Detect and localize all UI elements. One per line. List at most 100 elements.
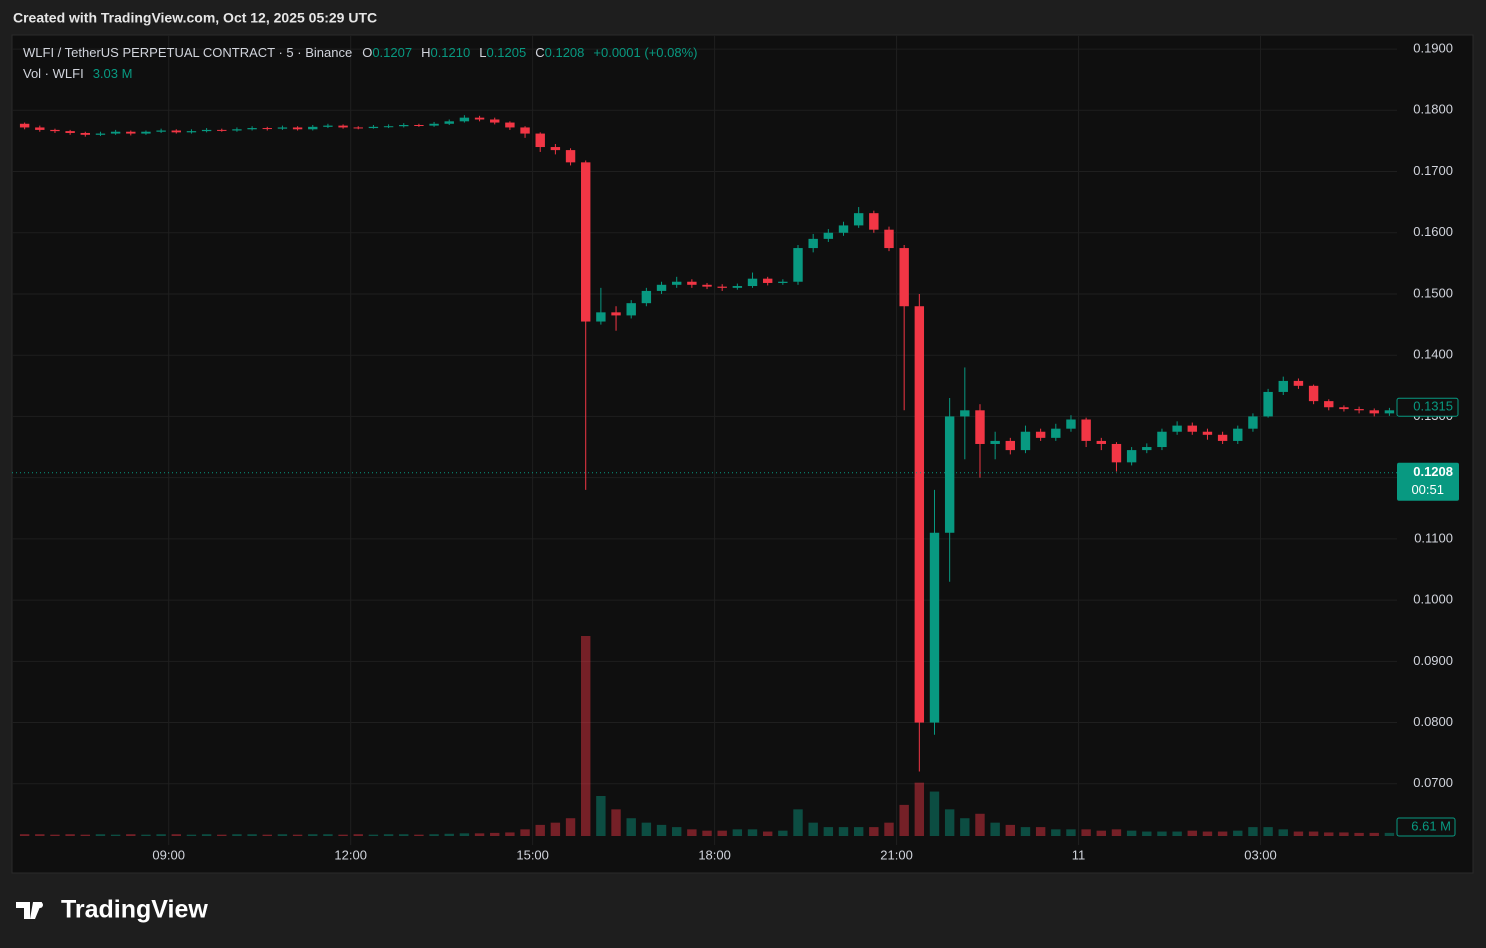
candle-body	[1020, 431, 1031, 451]
volume-bar	[611, 809, 621, 836]
volume-bar	[323, 834, 333, 836]
candle-body	[581, 162, 591, 322]
volume-bar	[975, 813, 985, 836]
volume-bar	[35, 834, 45, 836]
volume-bar	[1263, 827, 1273, 836]
candle-body	[778, 281, 788, 283]
candle-body	[1354, 409, 1364, 411]
volume-bar	[823, 827, 834, 836]
volume-bar	[292, 834, 303, 836]
candle-body	[1263, 391, 1273, 417]
volume-bar	[232, 834, 242, 836]
candle-body	[641, 290, 652, 304]
volume-bar	[171, 834, 181, 836]
candle-body	[1217, 434, 1228, 441]
volume-bar	[793, 809, 803, 836]
candle-body	[126, 131, 136, 134]
candle-body	[110, 131, 121, 134]
candle-body	[1278, 380, 1288, 392]
candle-body	[414, 125, 424, 126]
volume-bar	[262, 834, 272, 836]
volume-bar	[853, 827, 864, 836]
volume-bar	[656, 824, 667, 836]
volume-bar	[808, 822, 818, 836]
candle-body	[717, 286, 727, 288]
candle-body	[1142, 447, 1152, 451]
volume-bar	[929, 791, 940, 836]
volume-bar	[1187, 830, 1197, 836]
volume-bar	[596, 796, 606, 836]
candle-body	[914, 306, 925, 723]
candle-body	[944, 416, 955, 533]
volume-bar	[641, 822, 652, 836]
volume-bar	[1081, 829, 1091, 836]
price-tag-box	[1396, 397, 1459, 417]
volume-bar	[520, 829, 530, 836]
ohlc-label: H	[421, 45, 430, 60]
candle-body	[35, 127, 45, 130]
candle-body	[247, 128, 257, 130]
x-tick-label: 03:00	[1244, 847, 1277, 862]
y-tick-label: 0.1000	[1413, 592, 1453, 607]
chart-title: WLFI / TetherUS PERPETUAL CONTRACT · 5 ·…	[23, 45, 697, 60]
candle-body	[1339, 407, 1349, 410]
ohlc-value: 0.1208	[545, 45, 585, 60]
volume-bar	[414, 834, 424, 836]
volume-bar	[747, 829, 758, 836]
chart-panel	[11, 34, 1474, 874]
y-tick-label: 0.1400	[1413, 347, 1453, 362]
volume-bar	[1051, 829, 1061, 836]
candle-body	[95, 133, 106, 135]
candle-body	[186, 131, 197, 133]
volume-bar	[338, 834, 348, 836]
candle-body	[1187, 425, 1197, 432]
volume-bar	[1020, 827, 1031, 836]
candle-body	[747, 278, 758, 287]
volume-bar	[201, 834, 212, 836]
x-tick-label: 18:00	[698, 847, 731, 862]
y-tick-label: 0.0700	[1413, 775, 1453, 790]
y-tick-label: 0.1500	[1413, 285, 1453, 300]
candle-body	[1248, 416, 1258, 429]
candle-body	[702, 284, 712, 287]
price-countdown: 00:51	[1411, 482, 1444, 497]
candle-body	[80, 132, 90, 135]
brand-logo: TradingView	[16, 896, 208, 924]
volume-bar	[383, 834, 394, 836]
created-note: Created with TradingView.com, Oct 12, 20…	[13, 10, 377, 26]
volume-bar	[944, 809, 955, 836]
volume-bar	[626, 818, 636, 836]
symbol-name: WLFI / TetherUS PERPETUAL CONTRACT · 5 ·…	[23, 45, 352, 60]
volume-bar	[1096, 830, 1106, 836]
candle-body	[1202, 431, 1213, 435]
candle-body	[732, 286, 743, 288]
y-tick-label: 0.1100	[1414, 530, 1453, 545]
volume-bar	[399, 834, 409, 836]
y-tick-label: 0.0900	[1413, 653, 1453, 668]
candle-body	[823, 232, 834, 239]
volume-bar	[429, 834, 439, 836]
volume-bar	[308, 834, 318, 836]
candle-body	[399, 125, 409, 127]
candle-body	[535, 133, 545, 148]
volume-bar	[141, 834, 151, 836]
candle-body	[565, 150, 576, 163]
candle-body	[201, 129, 212, 132]
volume-bar	[960, 818, 970, 836]
ohlc-label: L	[479, 45, 486, 60]
volume-legend: Vol · WLFI 3.03 M	[23, 66, 132, 81]
candle-body	[1066, 419, 1076, 429]
candle-body	[975, 410, 985, 444]
price-tag-label: 0.1208	[1413, 464, 1453, 479]
candle-body	[353, 127, 363, 129]
volume-bar	[990, 822, 1000, 836]
volume-bar	[1278, 829, 1288, 836]
candle-body	[156, 130, 166, 132]
volume-bar	[702, 830, 712, 836]
volume-bar	[474, 833, 485, 836]
candle-body	[368, 126, 379, 129]
volume-legend-label: Vol · WLFI	[23, 66, 84, 81]
volume-bar	[687, 829, 697, 836]
candle-body	[505, 122, 515, 128]
